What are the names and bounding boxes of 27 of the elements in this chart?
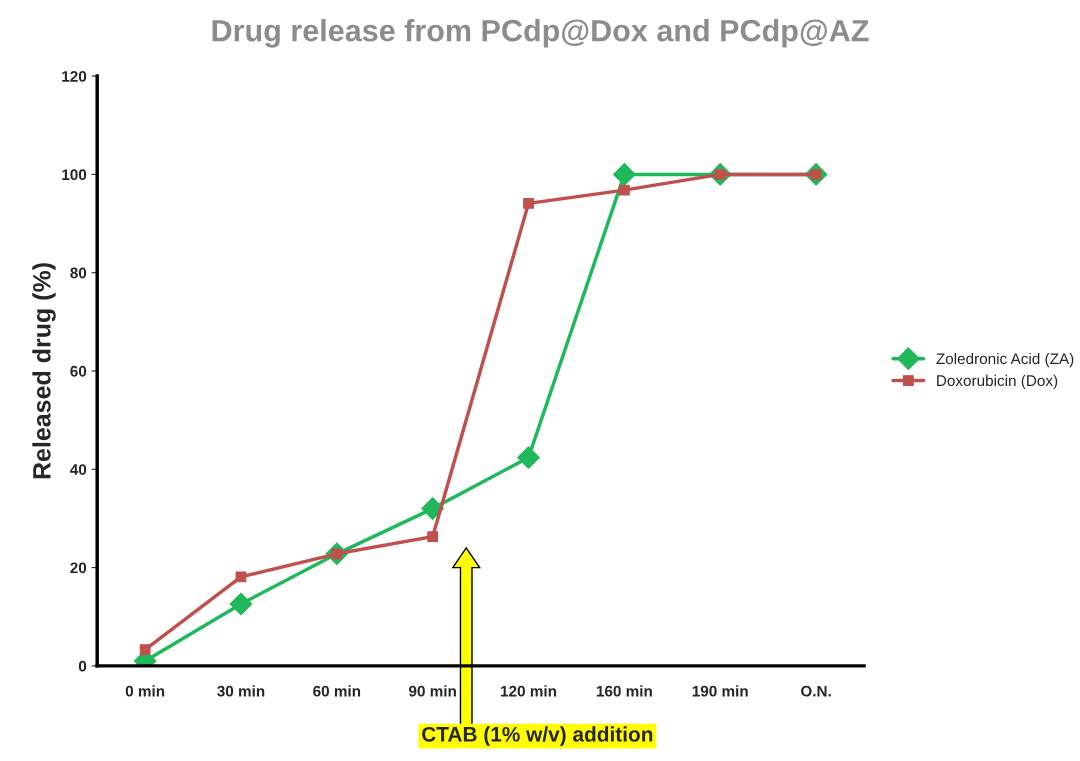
y-tick-label: 80	[70, 267, 87, 279]
x-tick-label: 120 min	[501, 685, 557, 697]
text: CTAB (1% w/v) addition	[422, 726, 653, 746]
y-tick-label: 100	[62, 169, 87, 181]
point	[427, 531, 439, 542]
point	[517, 446, 540, 469]
y-tick-label: 20	[70, 562, 87, 574]
x-tick-label: 160 min	[596, 685, 652, 697]
x-tick-label: O.N.	[801, 685, 831, 697]
legend-label: Zoledronic Acid (ZA)	[936, 352, 1074, 368]
x-tick-label: 0 min	[125, 685, 165, 697]
y-axis-title: Released drug (%)	[32, 263, 56, 479]
x-tick-label: 30 min	[217, 685, 265, 697]
x-tick-label: 60 min	[313, 685, 361, 697]
point	[523, 198, 534, 209]
y-tick-label: 120	[62, 70, 87, 82]
y-tick-label: 40	[70, 464, 87, 475]
x-tick-label: 190 min	[692, 685, 748, 697]
chart-title: Drug release from PCdp@Dox and PCdp@AZ	[212, 19, 869, 48]
y-tick-label: 0	[78, 660, 87, 672]
legend-label: Doxorubicin (Dox)	[937, 374, 1058, 390]
point	[613, 163, 636, 186]
x-tick-label: 90 min	[409, 685, 456, 697]
point	[139, 644, 151, 656]
point	[618, 184, 630, 196]
y-tick-label: 60	[70, 365, 87, 377]
point	[229, 592, 253, 616]
